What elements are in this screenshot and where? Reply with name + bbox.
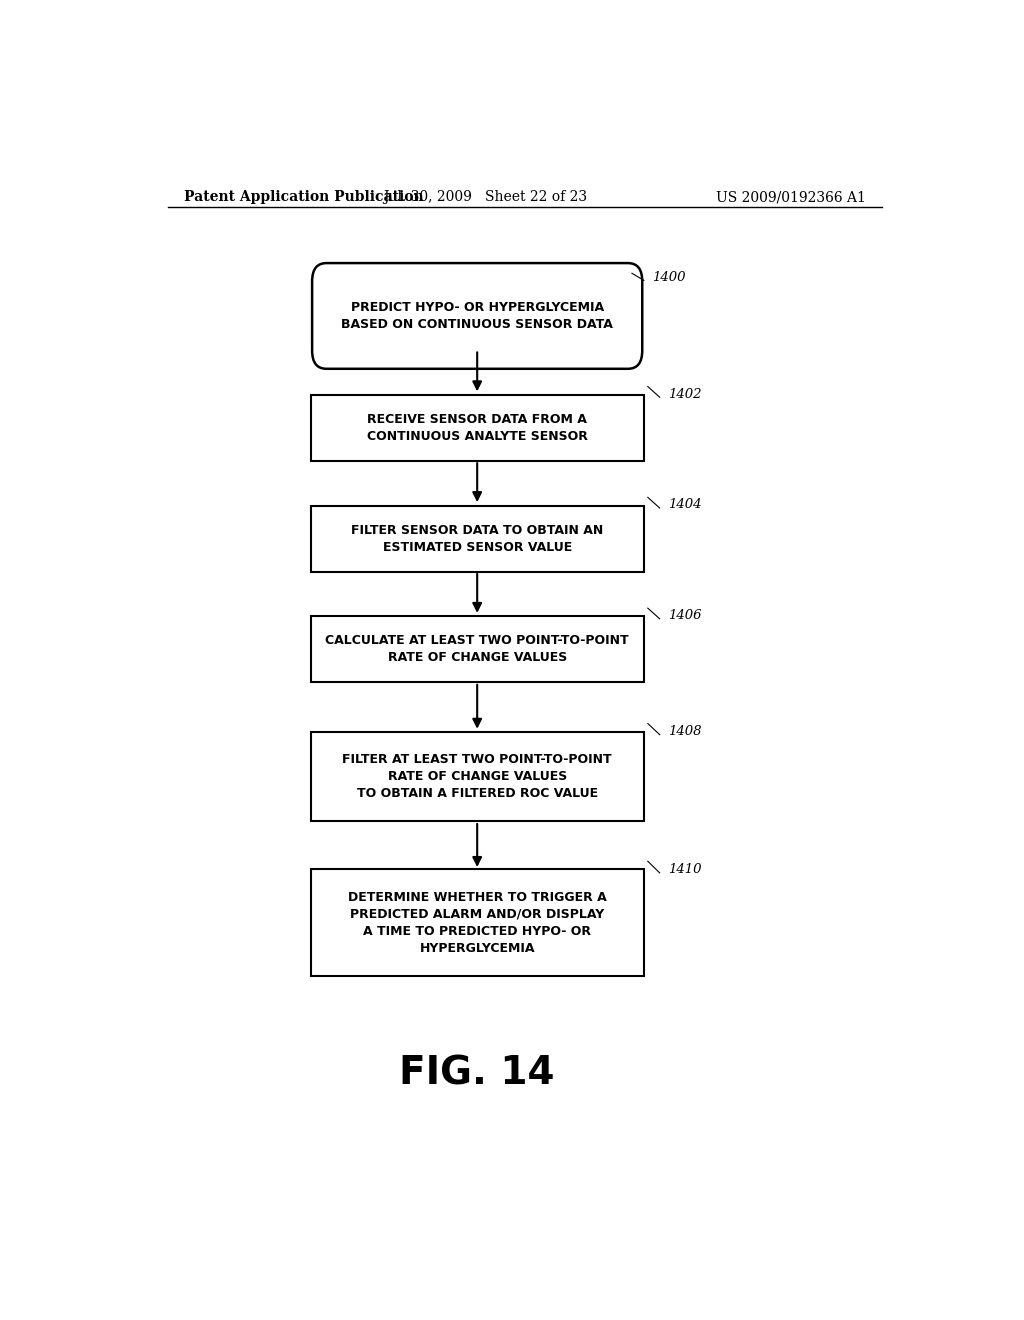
Text: RECEIVE SENSOR DATA FROM A
CONTINUOUS ANALYTE SENSOR: RECEIVE SENSOR DATA FROM A CONTINUOUS AN… [367, 413, 588, 442]
Text: 1408: 1408 [668, 725, 701, 738]
Text: 1404: 1404 [668, 499, 701, 511]
FancyBboxPatch shape [310, 870, 644, 975]
Text: Patent Application Publication: Patent Application Publication [183, 190, 423, 205]
Text: FILTER AT LEAST TWO POINT-TO-POINT
RATE OF CHANGE VALUES
TO OBTAIN A FILTERED RO: FILTER AT LEAST TWO POINT-TO-POINT RATE … [342, 752, 612, 800]
FancyBboxPatch shape [310, 395, 644, 461]
Text: 1410: 1410 [668, 863, 701, 876]
Text: FILTER SENSOR DATA TO OBTAIN AN
ESTIMATED SENSOR VALUE: FILTER SENSOR DATA TO OBTAIN AN ESTIMATE… [351, 524, 603, 553]
Text: 1406: 1406 [668, 610, 701, 622]
Text: US 2009/0192366 A1: US 2009/0192366 A1 [716, 190, 866, 205]
Text: DETERMINE WHETHER TO TRIGGER A
PREDICTED ALARM AND/OR DISPLAY
A TIME TO PREDICTE: DETERMINE WHETHER TO TRIGGER A PREDICTED… [348, 891, 606, 954]
FancyBboxPatch shape [310, 731, 644, 821]
FancyBboxPatch shape [310, 506, 644, 572]
Text: PREDICT HYPO- OR HYPERGLYCEMIA
BASED ON CONTINUOUS SENSOR DATA: PREDICT HYPO- OR HYPERGLYCEMIA BASED ON … [341, 301, 613, 331]
Text: 1400: 1400 [652, 271, 685, 284]
FancyBboxPatch shape [312, 263, 642, 368]
Text: FIG. 14: FIG. 14 [399, 1055, 555, 1092]
Text: Jul. 30, 2009   Sheet 22 of 23: Jul. 30, 2009 Sheet 22 of 23 [383, 190, 587, 205]
Text: 1402: 1402 [668, 388, 701, 401]
Text: CALCULATE AT LEAST TWO POINT-TO-POINT
RATE OF CHANGE VALUES: CALCULATE AT LEAST TWO POINT-TO-POINT RA… [326, 635, 629, 664]
FancyBboxPatch shape [310, 616, 644, 682]
